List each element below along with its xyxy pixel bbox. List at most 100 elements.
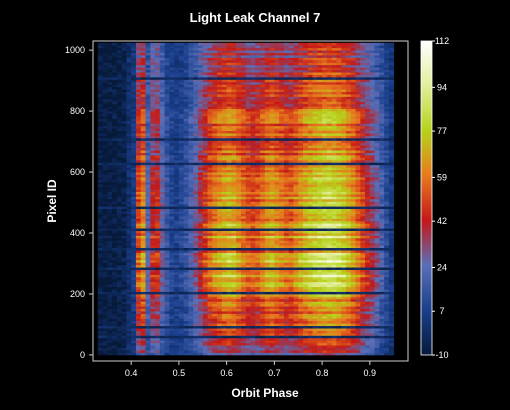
heatmap-cell [193,257,199,261]
heatmap-cell [307,223,313,227]
heatmap-cell [236,286,242,290]
heatmap-cell [307,269,313,273]
heatmap-cell [374,223,380,227]
heatmap-cell [231,240,237,244]
heatmap-cell [169,218,175,222]
heatmap-cell [355,262,361,266]
heatmap-cell [116,335,123,339]
heatmap-cell [341,206,347,210]
heatmap-cell [345,245,352,249]
heatmap-cell [221,186,228,190]
heatmap-cell [255,159,261,163]
heatmap-cell [326,230,333,234]
heatmap-cell [107,257,113,261]
heatmap-cell [236,279,242,283]
heatmap-cell [264,245,270,249]
heatmap-cell [331,320,337,324]
heatmap-cell [341,223,347,227]
heatmap-cell [221,306,228,309]
heatmap-cell [240,340,247,344]
heatmap-cell [255,181,261,185]
heatmap-cell [150,245,156,249]
heatmap-cell [126,237,132,241]
heatmap-cell [188,237,194,241]
heatmap-cell [102,201,108,205]
heatmap-cell [279,172,285,175]
heatmap-cell [226,257,232,261]
heatmap-cell [322,345,328,348]
heatmap-cell [355,293,361,297]
heatmap-cell [264,340,270,344]
heatmap-cell [365,289,371,292]
heatmap-cell [274,301,280,305]
heatmap-cell [116,218,123,222]
heatmap-cell [350,198,356,202]
heatmap-cell [155,252,161,256]
heatmap-cell [365,281,371,285]
heatmap-cell [126,189,132,192]
heatmap-cell [369,320,375,324]
heatmap-cell [326,315,333,319]
heatmap-cell [198,335,204,339]
heatmap-cell [198,203,204,207]
heatmap-cell [345,184,352,188]
heatmap-cell [365,174,371,178]
heatmap-cell [217,257,223,261]
heatmap-cell [336,330,342,334]
heatmap-cell [260,237,266,241]
heatmap-cell [317,198,323,202]
heatmap-cell [198,320,204,324]
heatmap-cell [255,301,261,305]
heatmap-cell [322,323,328,327]
heatmap-cell [164,352,170,356]
heatmap-cell [102,345,108,348]
heatmap-cell [198,311,204,314]
heatmap-cell [107,240,113,244]
heatmap-cell [135,308,142,312]
heatmap-cell [369,233,375,236]
heatmap-cell [231,281,237,285]
heatmap-cell [164,215,170,219]
heatmap-cell [198,218,204,222]
heatmap-cell [384,286,390,290]
heatmap-cell [374,186,380,190]
heatmap-cell [193,198,199,202]
heatmap-cell [388,259,395,263]
heatmap-cell [212,296,218,300]
heatmap-cell [269,223,275,227]
heatmap-cell [97,262,103,266]
heatmap-cell [250,296,256,300]
heatmap-cell [164,325,170,329]
heatmap-cell [322,284,328,288]
heatmap-cell [365,240,371,244]
heatmap-cell [279,164,285,168]
heatmap-cell [126,291,132,295]
heatmap-cell [360,337,366,341]
heatmap-cell [250,330,256,334]
heatmap-cell [178,301,185,305]
heatmap-cell [174,303,180,307]
heatmap-cell [188,262,194,266]
heatmap-cell [231,191,237,195]
heatmap-cell [379,345,385,348]
heatmap-cell [260,296,266,300]
heatmap-cell [374,252,380,256]
heatmap-cell [236,215,242,219]
heatmap-cell [198,284,204,288]
heatmap-cell [97,203,103,207]
heatmap-cell [236,340,242,344]
heatmap-cell [231,320,237,324]
heatmap-cell [269,184,275,188]
heatmap-cell [150,223,156,227]
heatmap-cell [174,262,180,266]
heatmap-cell [221,269,228,273]
heatmap-cell [174,218,180,222]
heatmap-cell [326,176,333,180]
heatmap-cell [202,306,208,309]
heatmap-cell [274,335,280,339]
heatmap-cell [240,330,247,334]
heatmap-cell [288,259,294,263]
heatmap-cell [217,179,223,183]
heatmap-cell [226,172,232,175]
heatmap-cell [140,347,146,351]
